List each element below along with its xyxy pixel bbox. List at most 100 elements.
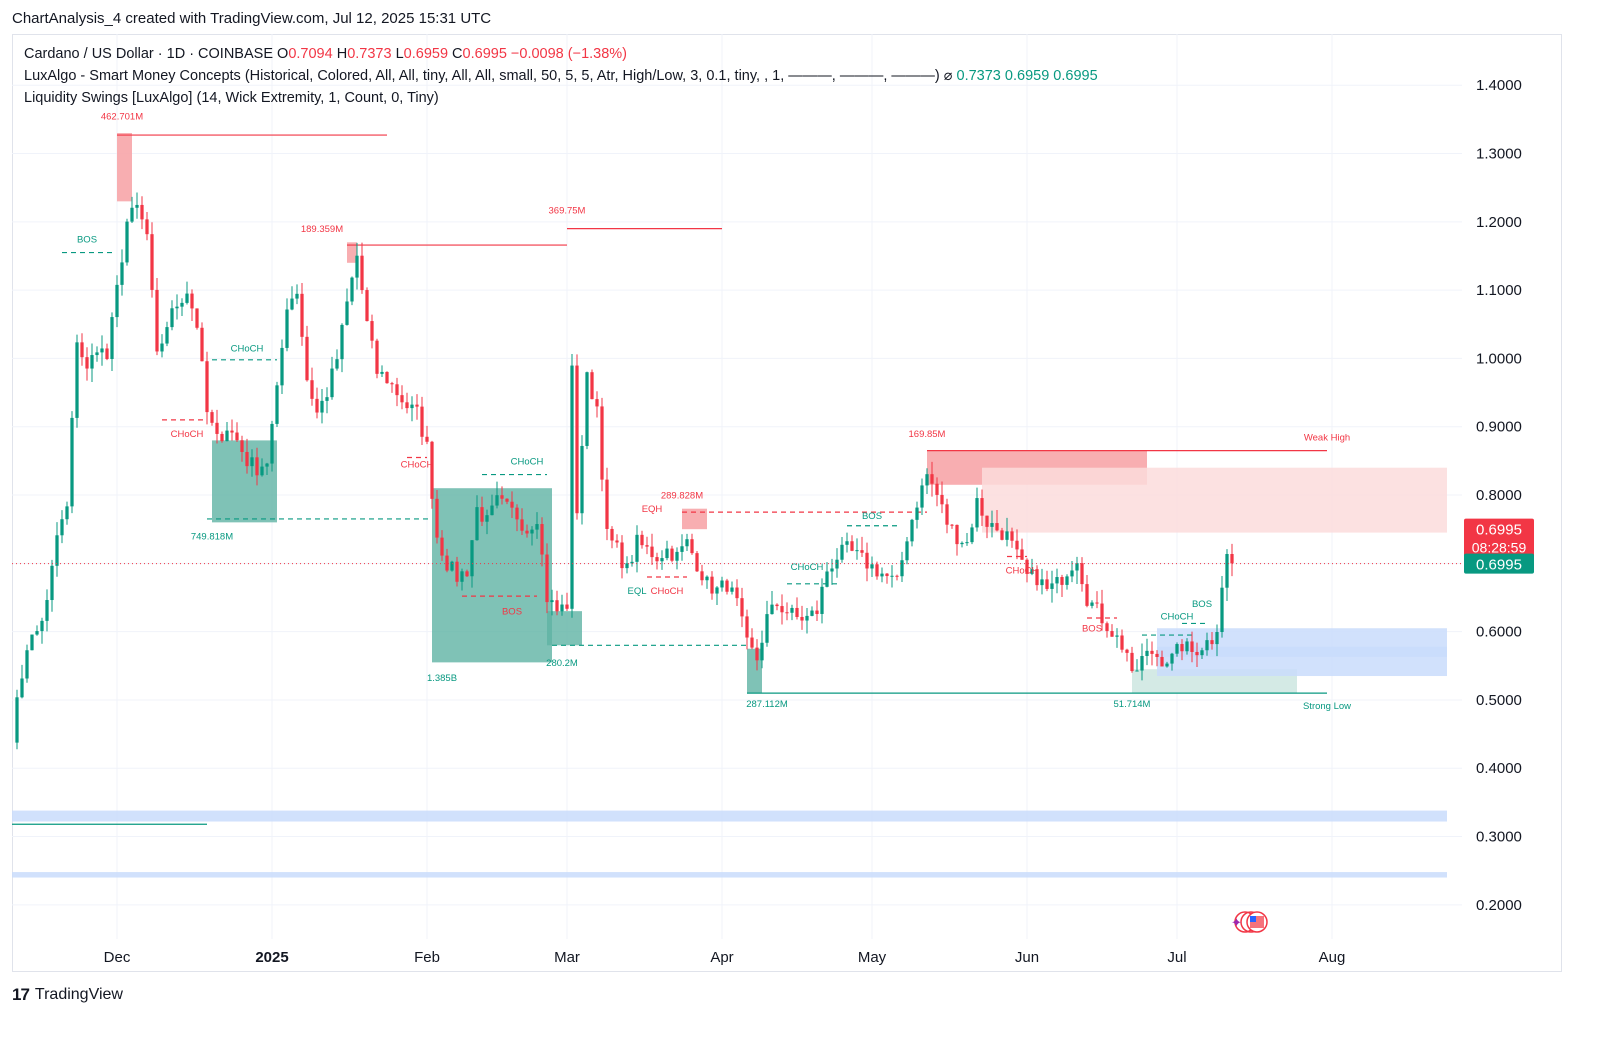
- candle-down: [1160, 656, 1164, 667]
- annotations-layer: 462.701M BOS 189.359M 369.75M CHoCH CHoCH 749.…: [77, 111, 1351, 711]
- candle-down: [1020, 549, 1024, 560]
- candle-down: [1025, 559, 1029, 574]
- candle-down: [300, 293, 304, 337]
- candle-down: [420, 406, 424, 437]
- open-label: O: [277, 46, 289, 62]
- indicator-liquidity-title[interactable]: Liquidity Swings [LuxAlgo] (14, Wick Ext…: [24, 90, 439, 106]
- candle-down: [655, 557, 659, 562]
- candle-down: [1100, 603, 1104, 624]
- y-tick-label: 0.6000: [1476, 624, 1522, 641]
- candle-up: [260, 466, 264, 476]
- candle-down: [1230, 554, 1234, 564]
- candle-up: [285, 309, 289, 348]
- candle-up: [965, 542, 969, 544]
- y-tick-label: 0.3000: [1476, 829, 1522, 846]
- candle-up: [665, 548, 669, 559]
- candle-down: [210, 412, 214, 423]
- indicator-hidden-icon[interactable]: ⌀: [943, 68, 953, 84]
- candle-up: [585, 372, 589, 446]
- candle-up: [50, 565, 54, 601]
- candle-up: [295, 293, 299, 299]
- candle-down: [1195, 651, 1199, 656]
- chart-annotation: 749.818M: [191, 531, 233, 542]
- candle-down: [600, 406, 604, 480]
- candle-down: [700, 571, 704, 581]
- candle-up: [60, 519, 64, 536]
- candle-down: [725, 580, 729, 592]
- chart-annotation: CHoCH: [1161, 611, 1194, 622]
- candle-up: [180, 302, 184, 307]
- zone-demand: [747, 648, 762, 694]
- x-tick-label: May: [858, 949, 887, 966]
- candle-up: [460, 571, 464, 582]
- candle-up: [275, 385, 279, 424]
- candle-down: [1210, 640, 1214, 645]
- zone-demand: [547, 611, 582, 646]
- candle-down: [85, 357, 89, 369]
- candle-up: [720, 580, 724, 588]
- price-chart[interactable]: 462.701M BOS 189.359M 369.75M CHoCH CHoCH 749.…: [12, 34, 1562, 972]
- candle-down: [815, 610, 819, 614]
- y-axis: 1.4000 1.3000 1.2000 1.1000 1.0000 0.9000 0.80…: [1476, 77, 1522, 914]
- candle-down: [540, 524, 544, 555]
- candle-up: [1185, 641, 1189, 652]
- y-tick-label: 1.1000: [1476, 282, 1522, 299]
- candle-up: [1070, 570, 1074, 577]
- candle-up: [960, 542, 964, 545]
- candle-up: [45, 600, 49, 621]
- close-price-tag: [1464, 553, 1534, 574]
- indicator-legend-liquidity[interactable]: Liquidity Swings [LuxAlgo] (14, Wick Ext…: [24, 90, 439, 106]
- high-label: H: [336, 46, 348, 62]
- candle-down: [510, 501, 514, 508]
- candle-up: [25, 650, 29, 679]
- candle-up: [270, 423, 274, 464]
- candle-up: [535, 524, 539, 530]
- candle-down: [430, 441, 434, 499]
- close-price-value: 0.6995: [1476, 557, 1522, 574]
- candle-up: [1115, 635, 1119, 637]
- candle-up: [1030, 569, 1034, 574]
- indicator-legend-smc[interactable]: LuxAlgo - Smart Money Concepts (Historic…: [24, 68, 1098, 84]
- candle-up: [705, 576, 709, 581]
- candle-down: [245, 451, 249, 467]
- candle-up: [880, 573, 884, 577]
- candle-down: [740, 598, 744, 617]
- zone-fvg: [12, 872, 1447, 878]
- candle-down: [575, 365, 579, 514]
- open-value: 0.7094: [288, 46, 333, 62]
- candle-up: [380, 371, 384, 374]
- candle-down: [150, 234, 154, 290]
- candle-down: [230, 430, 234, 433]
- candle-down: [370, 321, 374, 341]
- indicator-smc-title[interactable]: LuxAlgo - Smart Money Concepts (Historic…: [24, 68, 940, 84]
- candle-down: [875, 564, 879, 577]
- candle-up: [905, 541, 909, 561]
- candle-up: [570, 365, 574, 609]
- candle-down: [695, 553, 699, 572]
- candle-up: [475, 507, 479, 541]
- flag-canton: [1250, 916, 1256, 922]
- candle-up: [1205, 640, 1209, 651]
- symbol-title[interactable]: Cardano / US Dollar · 1D · COINBASE: [24, 46, 273, 62]
- candle-up: [160, 343, 164, 352]
- candle-up: [805, 615, 809, 621]
- chart-annotation: 189.359M: [301, 224, 343, 235]
- candle-up: [40, 620, 44, 632]
- chart-annotation: EQL: [627, 586, 646, 597]
- candle-up: [355, 255, 359, 278]
- symbol-legend: Cardano / US Dollar · 1D · COINBASE O0.7…: [24, 46, 627, 62]
- candle-up: [855, 550, 859, 552]
- candle-down: [195, 308, 199, 328]
- chart-annotation: CHoCH: [231, 344, 264, 355]
- candle-up: [765, 614, 769, 643]
- candle-up: [1040, 579, 1044, 586]
- candle-down: [315, 398, 319, 413]
- candle-down: [865, 552, 869, 569]
- candle-down: [745, 616, 749, 638]
- candle-down: [945, 504, 949, 525]
- y-tick-label: 0.2000: [1476, 897, 1522, 914]
- candle-up: [760, 642, 764, 661]
- candle-up: [115, 284, 119, 318]
- candle-up: [840, 544, 844, 560]
- candle-down: [1125, 649, 1129, 653]
